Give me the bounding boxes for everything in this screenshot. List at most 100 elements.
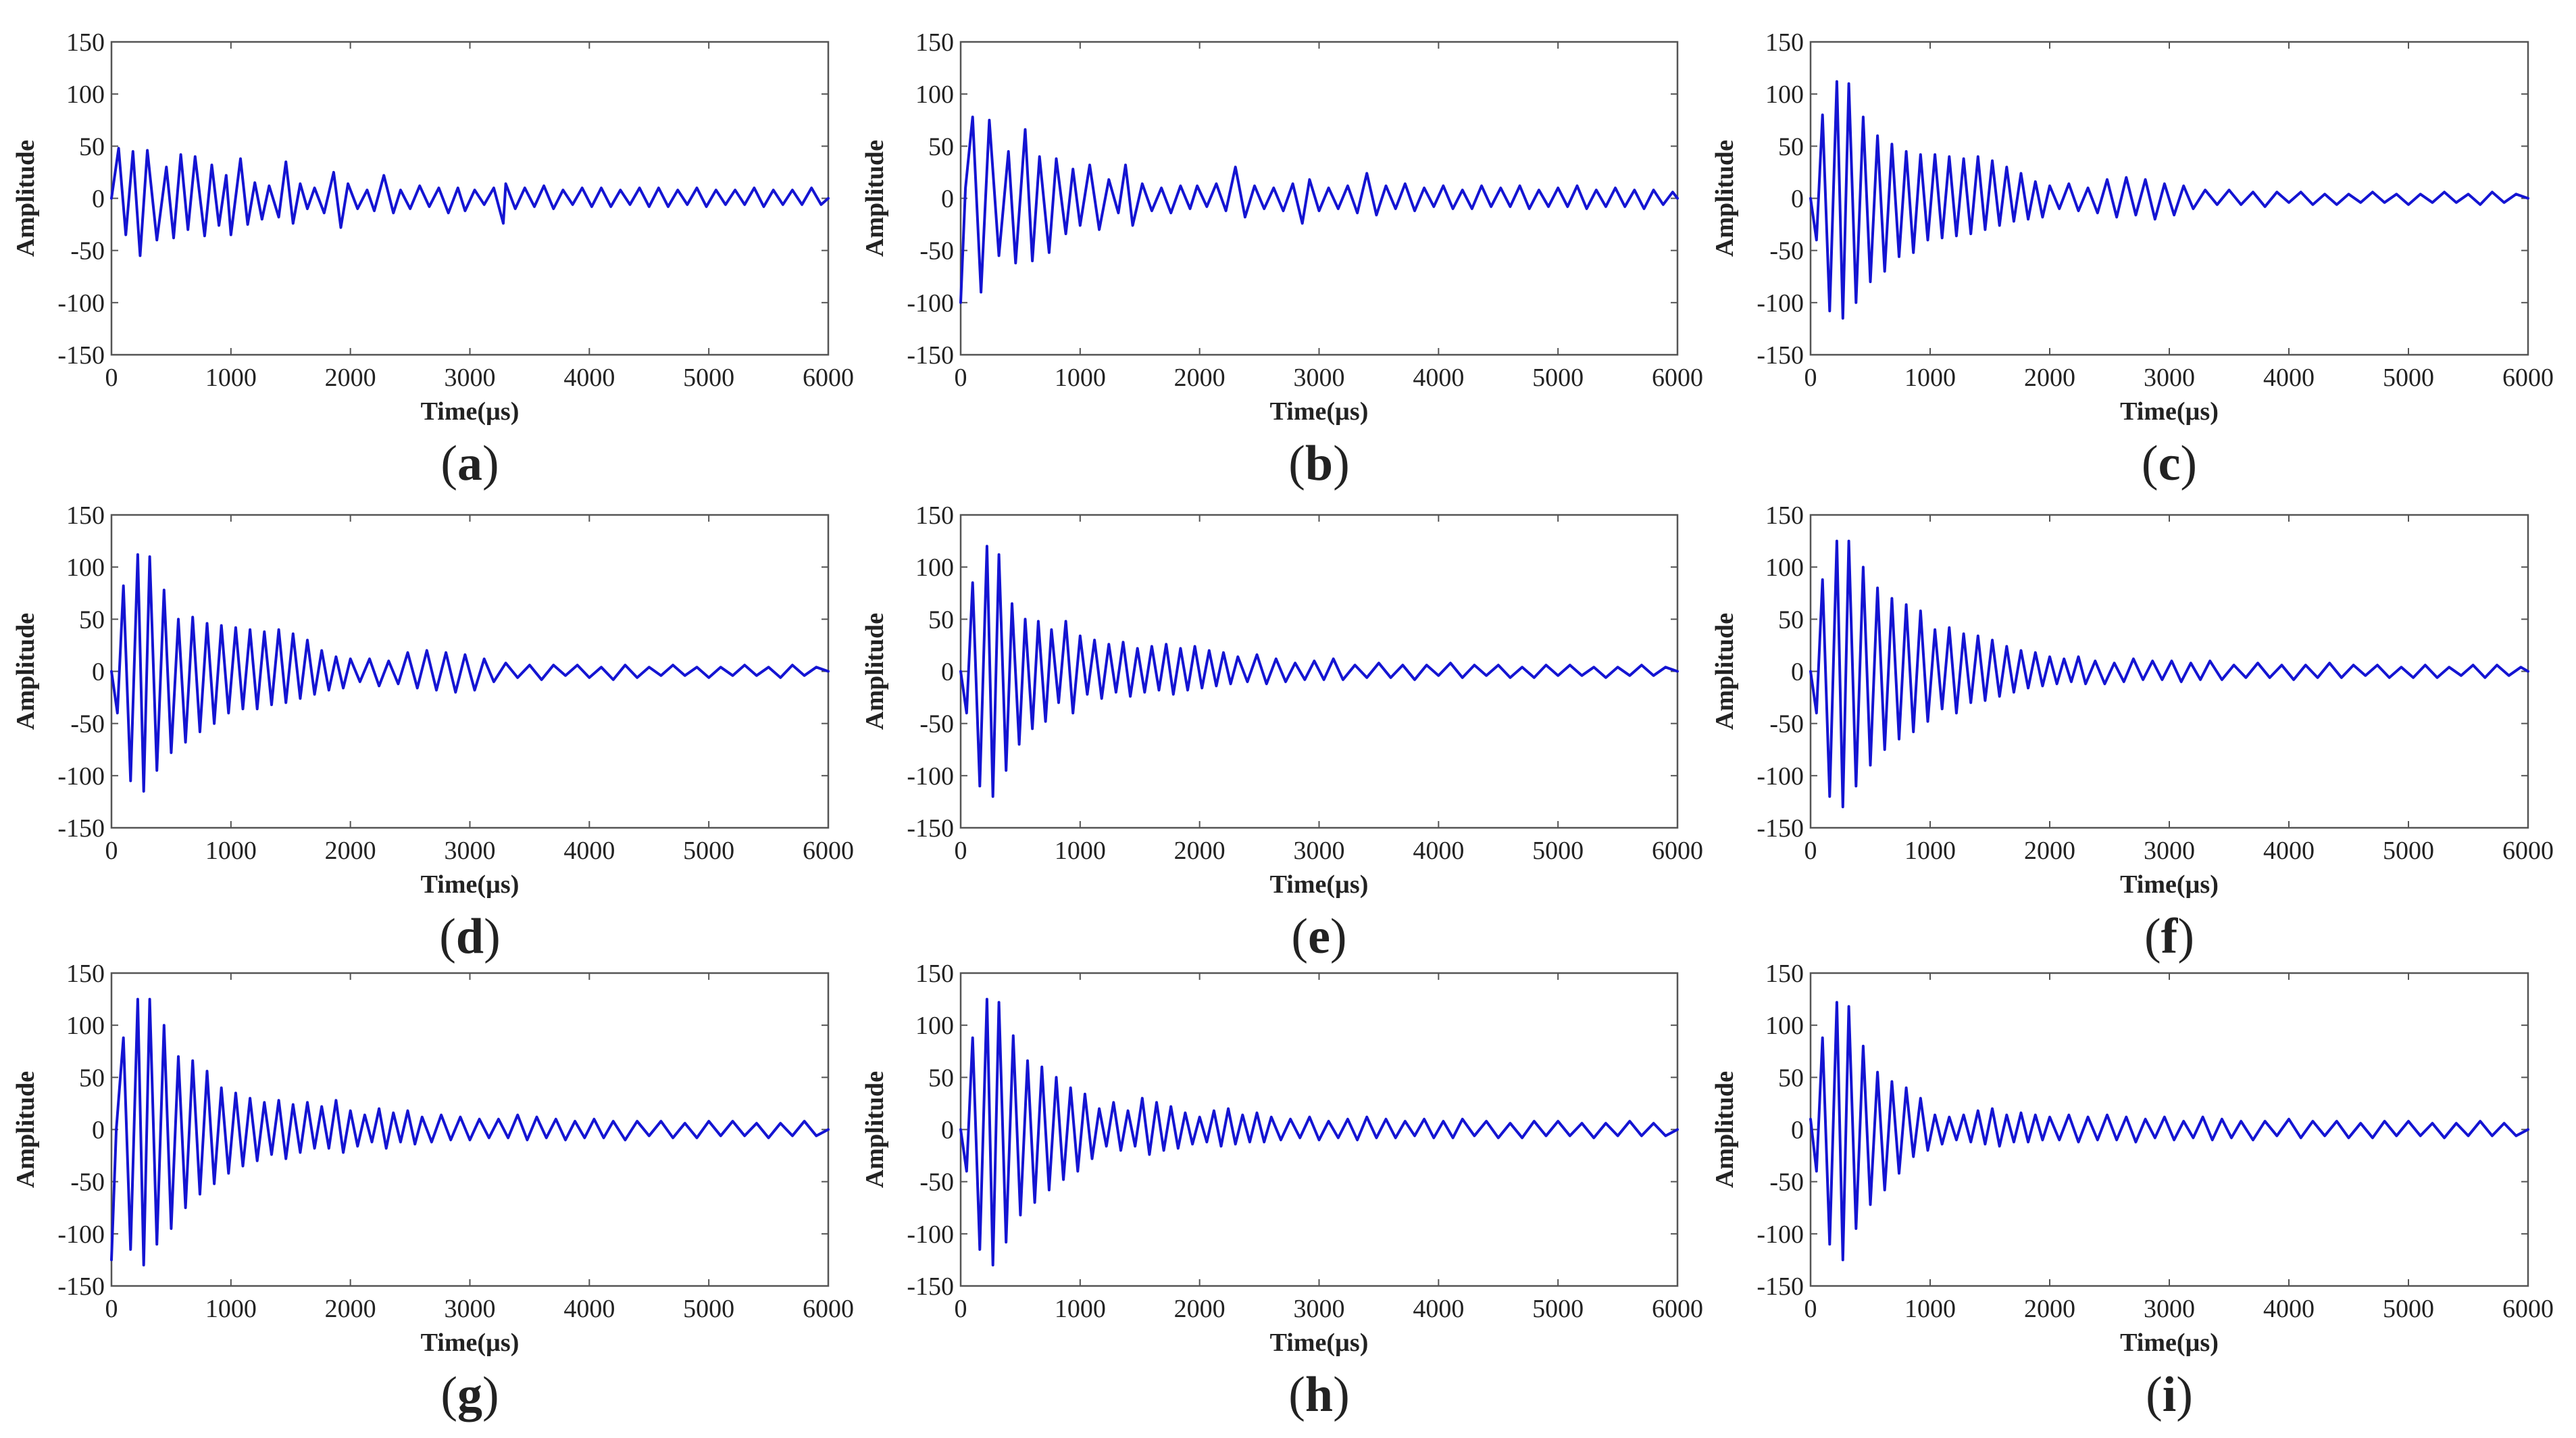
x-tick-label: 5000 bbox=[2383, 1295, 2434, 1323]
x-tick-label: 1000 bbox=[1904, 364, 1956, 392]
y-tick-label: -100 bbox=[1757, 1220, 1804, 1249]
y-axis-label: Amplitude bbox=[1711, 613, 1739, 730]
x-tick-label: 2000 bbox=[325, 364, 376, 392]
y-tick-label: 50 bbox=[928, 605, 954, 634]
x-axis-label: Time(µs) bbox=[1270, 870, 1369, 899]
x-tick-label: 2000 bbox=[1174, 364, 1226, 392]
y-tick-label: -50 bbox=[919, 710, 954, 739]
y-tick-label: -100 bbox=[1757, 289, 1804, 318]
y-tick-label: 0 bbox=[941, 658, 954, 687]
series-line-signal bbox=[110, 997, 830, 1267]
y-tick-label: -100 bbox=[57, 1220, 105, 1249]
y-tick-label: 100 bbox=[915, 553, 954, 582]
x-tick-label: 3000 bbox=[1294, 364, 1345, 392]
x-tick-label: 0 bbox=[105, 837, 118, 865]
panel-label: (f) bbox=[2144, 909, 2194, 964]
y-tick-label: 150 bbox=[915, 501, 954, 530]
y-tick-label: 100 bbox=[66, 553, 105, 582]
y-tick-label: -100 bbox=[907, 289, 954, 318]
x-tick-label: 2000 bbox=[1174, 1295, 1226, 1323]
y-tick-label: 50 bbox=[79, 605, 105, 634]
y-axis-label: Amplitude bbox=[861, 1071, 889, 1188]
y-tick-label: 50 bbox=[1778, 1064, 1804, 1092]
y-axis-label: Amplitude bbox=[11, 140, 40, 257]
x-tick-label: 6000 bbox=[1652, 364, 1703, 392]
panel-label: (d) bbox=[439, 909, 500, 964]
x-tick-label: 6000 bbox=[2502, 364, 2554, 392]
x-tick-label: 2000 bbox=[2024, 364, 2075, 392]
x-tick-label: 6000 bbox=[803, 837, 854, 865]
y-tick-label: 150 bbox=[1765, 960, 1804, 988]
x-tick-label: 6000 bbox=[1652, 837, 1703, 865]
x-tick-label: 5000 bbox=[2383, 364, 2434, 392]
y-axis-label: Amplitude bbox=[1711, 140, 1739, 257]
y-tick-label: 150 bbox=[1765, 501, 1804, 530]
y-axis-label: Amplitude bbox=[1711, 1071, 1739, 1188]
series-line-signal bbox=[959, 997, 1679, 1267]
y-tick-label: 50 bbox=[928, 132, 954, 161]
x-tick-label: 3000 bbox=[445, 1295, 496, 1323]
x-axis-label: Time(µs) bbox=[2120, 397, 2219, 426]
series-line-signal bbox=[110, 553, 830, 793]
y-tick-label: -50 bbox=[919, 1168, 954, 1197]
chart-panel: 0 1000 2000 3000 4000 5000 6000 150 100 50 0 -50 -10… bbox=[1711, 28, 2554, 491]
y-tick-label: -100 bbox=[907, 762, 954, 791]
y-tick-label: -150 bbox=[907, 814, 954, 843]
x-axis-label: Time(µs) bbox=[2120, 870, 2219, 899]
x-axis-label: Time(µs) bbox=[1270, 397, 1369, 426]
y-tick-label: 100 bbox=[66, 80, 105, 109]
y-tick-label: 100 bbox=[1765, 80, 1804, 109]
x-tick-label: 1000 bbox=[205, 837, 257, 865]
y-tick-label: 50 bbox=[79, 132, 105, 161]
y-tick-label: -50 bbox=[1769, 710, 1804, 739]
y-tick-label: 100 bbox=[915, 1012, 954, 1040]
y-tick-label: 0 bbox=[941, 185, 954, 214]
x-tick-label: 4000 bbox=[1413, 1295, 1464, 1323]
y-tick-label: 150 bbox=[66, 28, 105, 57]
panel-label: (i) bbox=[2146, 1367, 2193, 1422]
x-tick-label: 6000 bbox=[803, 1295, 854, 1323]
x-tick-label: 0 bbox=[1804, 364, 1817, 392]
y-tick-label: -150 bbox=[57, 1272, 105, 1301]
y-tick-label: 50 bbox=[1778, 132, 1804, 161]
x-tick-label: 1000 bbox=[205, 1295, 257, 1323]
series-line-signal bbox=[959, 116, 1679, 304]
x-tick-label: 5000 bbox=[1532, 364, 1584, 392]
chart-panel: 0 1000 2000 3000 4000 5000 6000 150 100 50 0 -50 -10… bbox=[1711, 501, 2554, 964]
y-tick-label: 150 bbox=[915, 28, 954, 57]
y-axis-label: Amplitude bbox=[11, 613, 40, 730]
y-tick-label: 0 bbox=[92, 658, 105, 687]
x-tick-label: 1000 bbox=[1055, 837, 1106, 865]
y-tick-label: 100 bbox=[1765, 1012, 1804, 1040]
y-tick-label: 100 bbox=[1765, 553, 1804, 582]
y-tick-label: -150 bbox=[907, 341, 954, 370]
series-line-signal bbox=[1809, 539, 2529, 809]
y-tick-label: 50 bbox=[1778, 605, 1804, 634]
x-tick-label: 5000 bbox=[1532, 1295, 1584, 1323]
x-tick-label: 5000 bbox=[683, 364, 734, 392]
y-tick-label: 50 bbox=[928, 1064, 954, 1092]
x-tick-label: 5000 bbox=[1532, 837, 1584, 865]
y-tick-label: 0 bbox=[92, 1116, 105, 1145]
y-axis-label: Amplitude bbox=[861, 140, 889, 257]
y-tick-label: 100 bbox=[915, 80, 954, 109]
y-axis-label: Amplitude bbox=[861, 613, 889, 730]
x-tick-label: 0 bbox=[1804, 837, 1817, 865]
y-tick-label: 150 bbox=[1765, 28, 1804, 57]
y-tick-label: -150 bbox=[1757, 1272, 1804, 1301]
y-tick-label: 100 bbox=[66, 1012, 105, 1040]
y-tick-label: 0 bbox=[1791, 658, 1804, 687]
x-tick-label: 4000 bbox=[563, 364, 615, 392]
x-tick-label: 5000 bbox=[683, 837, 734, 865]
x-tick-label: 6000 bbox=[2502, 1295, 2554, 1323]
y-tick-label: -150 bbox=[57, 814, 105, 843]
x-tick-label: 1000 bbox=[1904, 1295, 1956, 1323]
x-tick-label: 0 bbox=[1804, 1295, 1817, 1323]
x-tick-label: 2000 bbox=[2024, 1295, 2075, 1323]
y-tick-label: -50 bbox=[1769, 1168, 1804, 1197]
y-tick-label: -150 bbox=[57, 341, 105, 370]
y-tick-label: -50 bbox=[919, 237, 954, 266]
panel-label: (c) bbox=[2142, 436, 2197, 491]
y-tick-label: -50 bbox=[70, 710, 105, 739]
